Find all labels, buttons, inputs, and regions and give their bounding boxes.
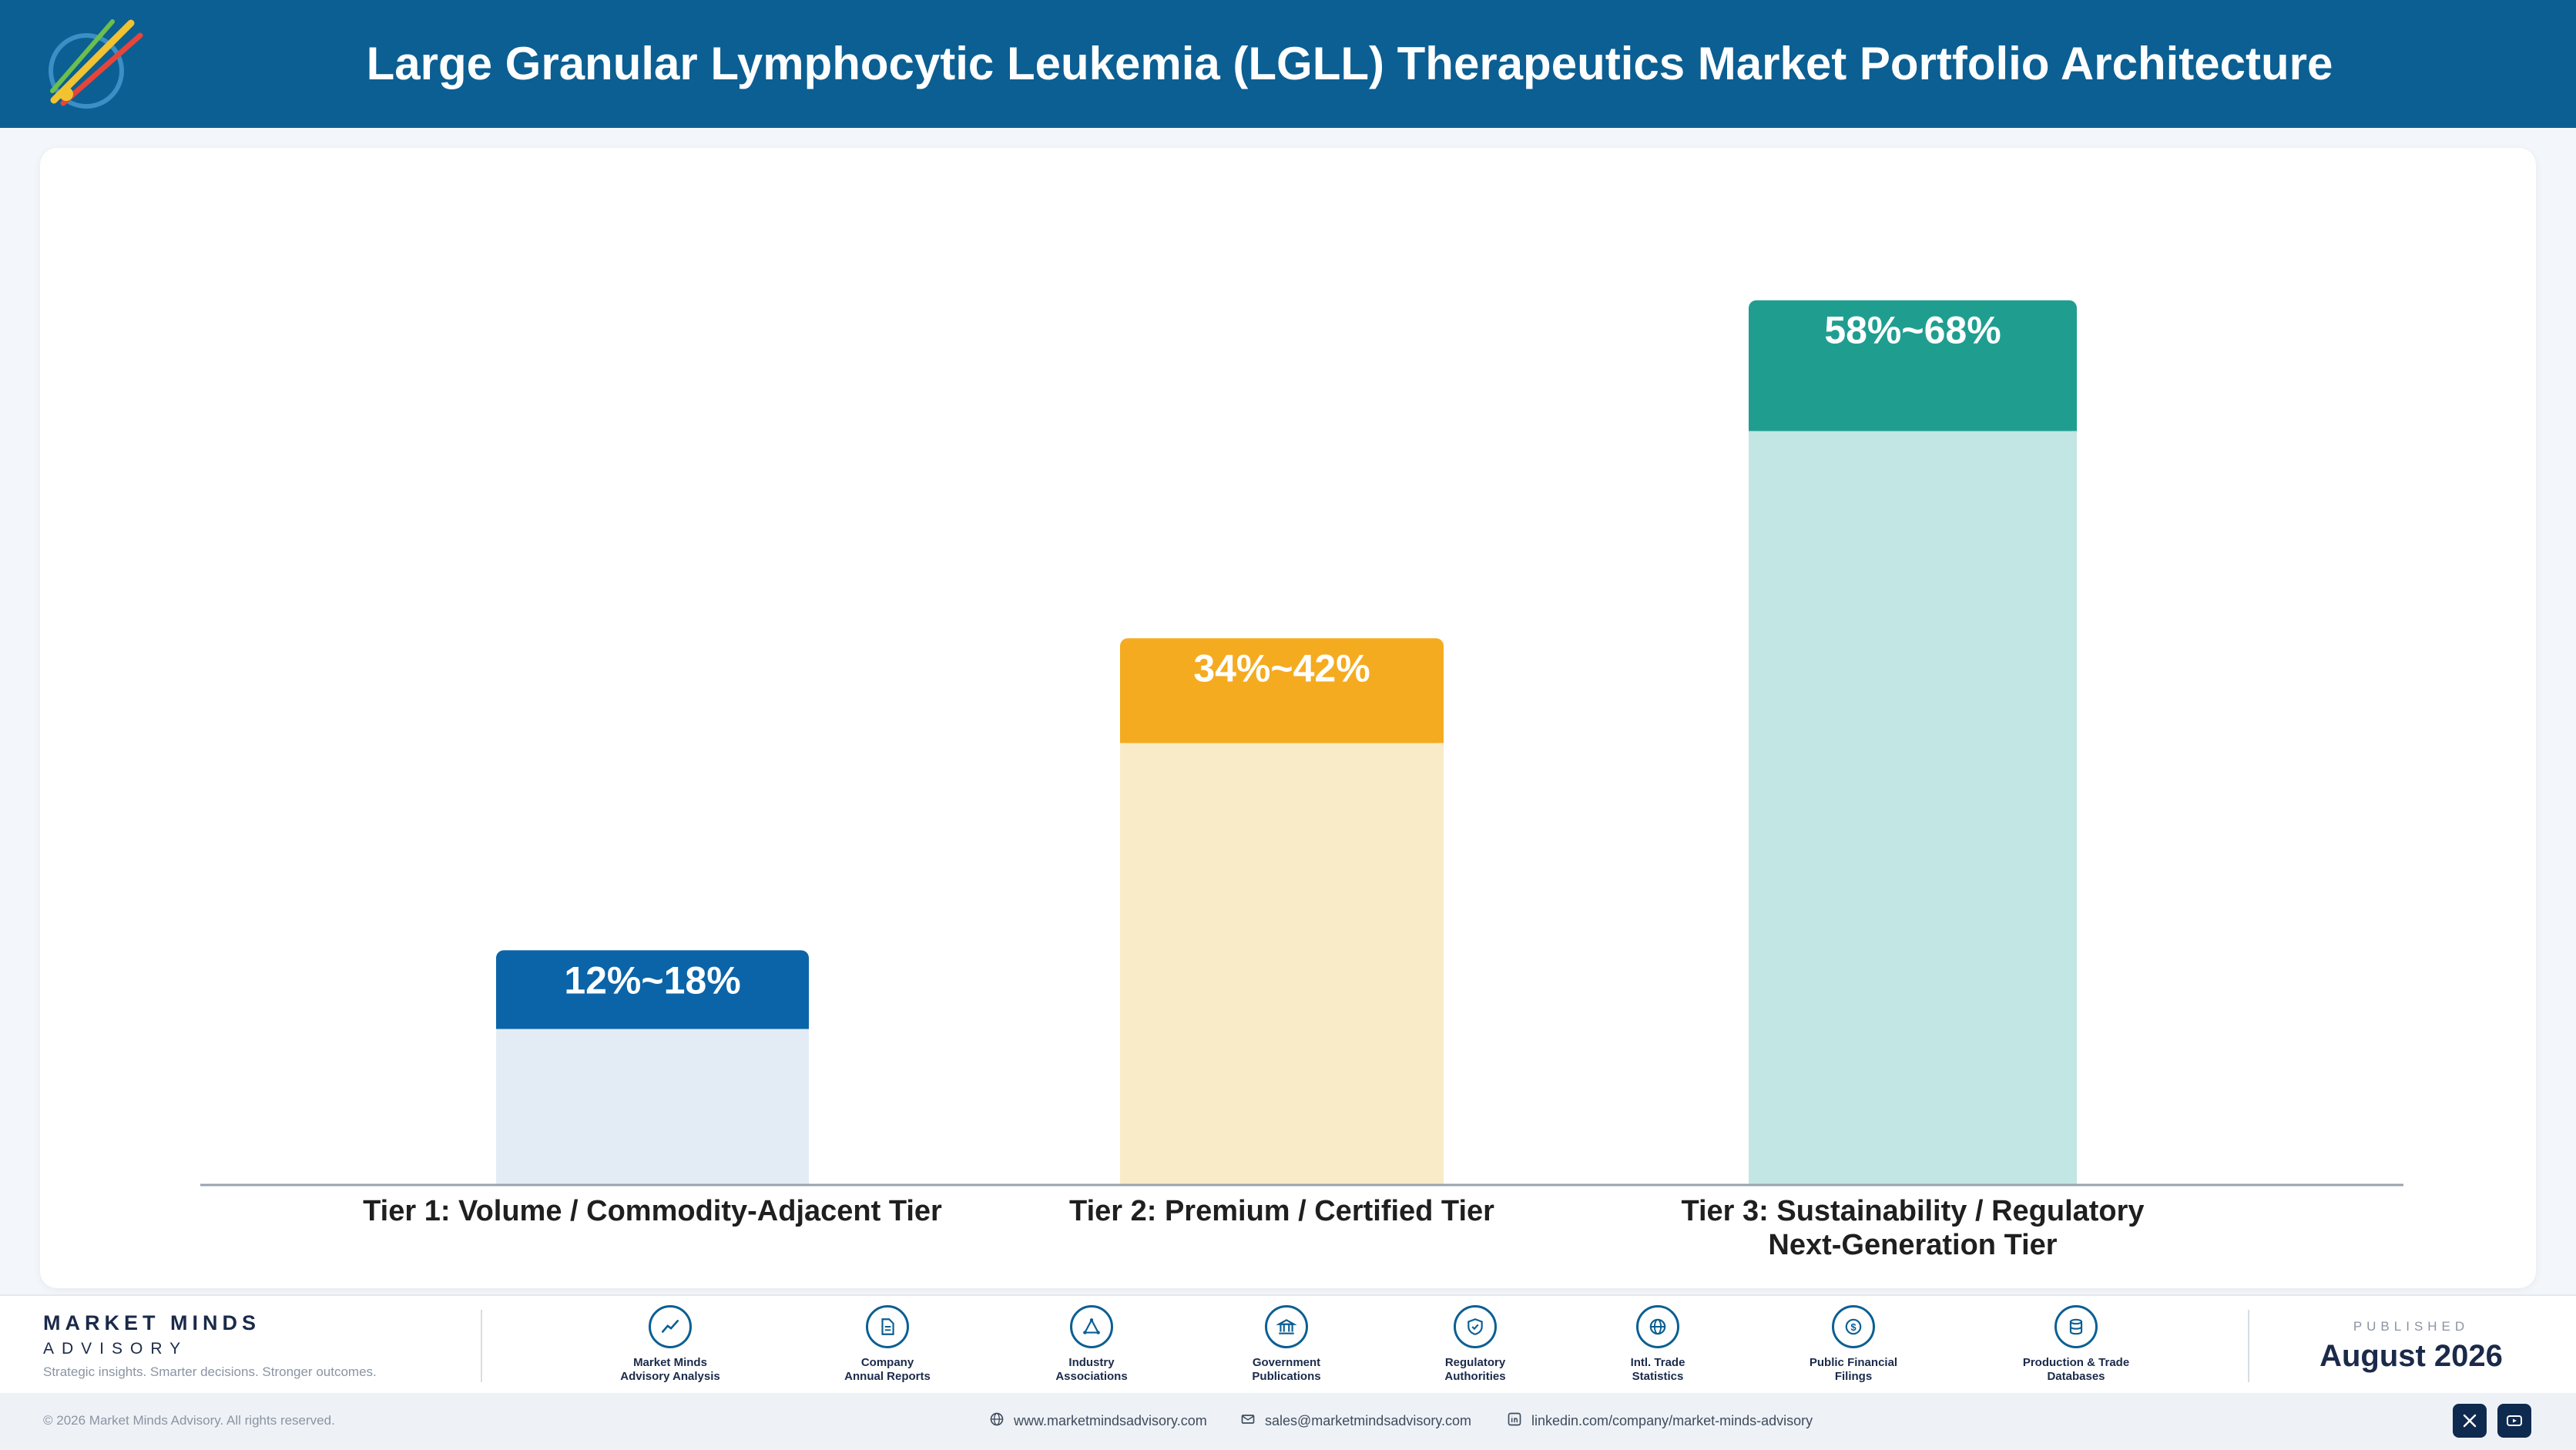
source-item-trade-databases: Production & Trade Databases	[1999, 1305, 2153, 1384]
bar-range-fill-1	[496, 961, 809, 1029]
data-label-1: 12%~18%	[564, 958, 740, 1002]
linkedin-icon	[1507, 1411, 1522, 1431]
bar-base-1	[496, 1028, 809, 1184]
source-item-trade-statistics: Intl. Trade Statistics	[1581, 1305, 1735, 1384]
chart-card: 12%~18% 34%~42% 58%~68% Tier 1: Volume / Co…	[40, 148, 2536, 1288]
globe-icon	[1636, 1305, 1679, 1348]
network-icon	[1070, 1305, 1113, 1348]
database-icon	[2054, 1305, 2098, 1348]
source-item-regulatory-authorities: Regulatory Authorities	[1398, 1305, 1552, 1384]
data-label-3: 58%~68%	[1824, 309, 2001, 352]
copyright-text: © 2026 Market Minds Advisory. All rights…	[43, 1413, 335, 1428]
source-item-company-reports: Company Annual Reports	[810, 1305, 964, 1384]
x-tick-label-1: Tier 1: Volume / Commodity-Adjacent Tier	[363, 1195, 942, 1227]
source-item-market-minds-analysis: Market Minds Advisory Analysis	[593, 1305, 747, 1384]
bar-range-fill-2	[1120, 649, 1444, 743]
linkedin-text: linkedin.com/company/market-minds-adviso…	[1531, 1413, 1813, 1428]
x-tick-label-3: Next-Generation Tier	[1768, 1229, 2057, 1261]
website-text: www.marketmindsadvisory.com	[1014, 1413, 1207, 1428]
footer-brand: MARKET MINDS ADVISORY Strategic insights…	[43, 1311, 377, 1380]
data-label-2: 34%~42%	[1193, 646, 1370, 690]
globe-icon	[989, 1411, 1005, 1431]
bar-range-fill-3	[1749, 310, 2077, 431]
youtube-social-button[interactable]	[2497, 1404, 2531, 1438]
source-label: Intl. Trade Statistics	[1630, 1356, 1685, 1383]
x-social-button[interactable]	[2453, 1404, 2487, 1438]
brand-tagline: Strategic insights. Smarter decisions. S…	[43, 1364, 377, 1379]
svg-text:$: $	[1850, 1321, 1857, 1333]
x-tick-label-3: Tier 3: Sustainability / Regulatory	[1681, 1195, 2144, 1227]
linkedin-link[interactable]: linkedin.com/company/market-minds-adviso…	[1507, 1411, 1813, 1431]
email-link[interactable]: sales@marketmindsadvisory.com	[1240, 1411, 1471, 1431]
bar-chart: 12%~18% 34%~42% 58%~68% Tier 1: Volume / Co…	[200, 300, 2403, 1261]
trend-line-icon	[649, 1305, 692, 1348]
youtube-icon	[2507, 1415, 2522, 1426]
bar-base-2	[1120, 742, 1444, 1184]
source-item-industry-associations: Industry Associations	[1015, 1305, 1169, 1384]
source-label: Company Annual Reports	[844, 1356, 931, 1383]
source-label: Public Financial Filings	[1809, 1356, 1898, 1383]
website-link[interactable]: www.marketmindsadvisory.com	[989, 1411, 1207, 1431]
published-block: PUBLISHED August 2026	[2257, 1319, 2565, 1374]
x-tick-label-2: Tier 2: Premium / Certified Tier	[1069, 1195, 1494, 1227]
header-bar: Large Granular Lymphocytic Leukemia (LGL…	[0, 0, 2576, 128]
source-label: Regulatory Authorities	[1444, 1356, 1506, 1383]
page-title: Large Granular Lymphocytic Leukemia (LGL…	[366, 38, 2333, 89]
published-date: August 2026	[2319, 1339, 2503, 1373]
source-label: Market Minds Advisory Analysis	[620, 1356, 720, 1383]
shield-check-icon	[1454, 1305, 1497, 1348]
source-label: Production & Trade Databases	[2022, 1356, 2130, 1383]
government-building-icon	[1265, 1305, 1308, 1348]
source-label: Government Publications	[1252, 1356, 1321, 1383]
document-icon	[866, 1305, 909, 1348]
divider	[481, 1310, 482, 1382]
source-item-financial-filings: $ Public Financial Filings	[1776, 1305, 1930, 1384]
divider	[2248, 1310, 2249, 1382]
email-text: sales@marketmindsadvisory.com	[1265, 1413, 1472, 1428]
brand-subtitle: ADVISORY	[43, 1340, 189, 1358]
bottom-bar: © 2026 Market Minds Advisory. All rights…	[0, 1393, 2576, 1450]
published-label: PUBLISHED	[2353, 1319, 2470, 1334]
mail-icon	[1240, 1411, 1256, 1431]
bar-base-3	[1749, 430, 2077, 1184]
source-label: Industry Associations	[1055, 1356, 1128, 1383]
company-logo	[39, 8, 154, 123]
brand-name: MARKET MINDS	[43, 1311, 260, 1334]
x-icon	[2463, 1414, 2477, 1428]
source-list: Market Minds Advisory Analysis Company A…	[570, 1305, 2303, 1390]
dollar-coin-icon: $	[1832, 1305, 1875, 1348]
source-item-government-publications: Government Publications	[1209, 1305, 1363, 1384]
